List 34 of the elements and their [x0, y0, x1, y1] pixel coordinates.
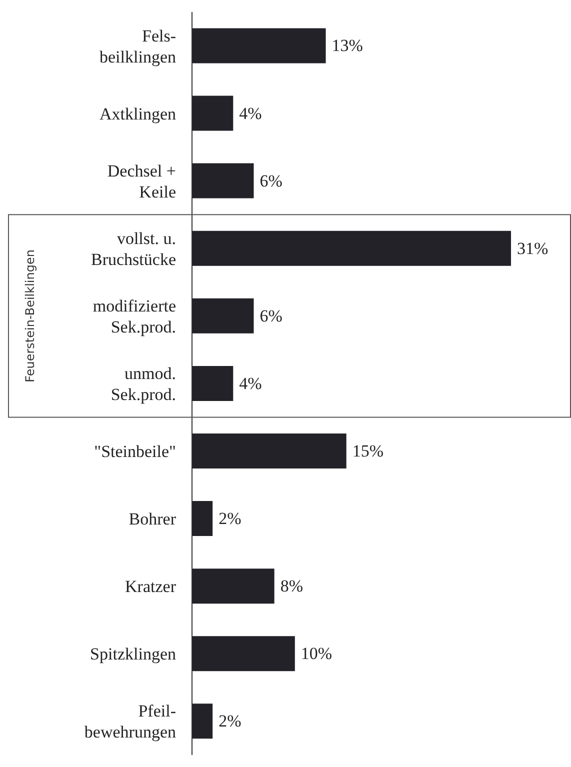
data-label: 2%	[218, 509, 242, 528]
y-tick-label: Fels- beilklingen	[100, 26, 176, 66]
y-tick-label: Axtklingen	[100, 104, 176, 123]
bar	[192, 28, 326, 64]
bar	[192, 298, 254, 334]
bar	[192, 163, 254, 198]
bar	[192, 366, 234, 401]
data-label: 2%	[218, 712, 242, 731]
data-label: 13%	[332, 36, 363, 56]
y-tick-label: Kratzer	[125, 576, 176, 596]
bar	[192, 636, 295, 672]
y-tick-label: Dechsel + Keile	[107, 160, 176, 201]
data-label: 4%	[239, 374, 262, 393]
y-tick-label: "Steinbeile"	[94, 442, 176, 461]
y-tick-label: vollst. u. Bruchstücke	[91, 228, 176, 268]
data-label: 6%	[260, 306, 282, 326]
bar	[192, 433, 346, 468]
data-label: 6%	[260, 171, 282, 190]
data-label: 10%	[300, 644, 332, 664]
bar	[192, 568, 274, 604]
data-label: 15%	[352, 441, 384, 460]
y-tick-label: modifizierte Sek.prod.	[92, 296, 176, 336]
y-tick-label: unmod. Sek.prod.	[110, 364, 176, 404]
bar	[192, 230, 511, 266]
text: Feuerstein-Beilklingen	[23, 250, 37, 382]
data-label: 4%	[239, 104, 262, 123]
y-tick-label: Pfeil- bewehrungen	[84, 701, 176, 742]
data-label: 8%	[280, 576, 303, 596]
data-label: 31%	[517, 238, 548, 258]
bar	[192, 704, 213, 739]
bar	[192, 501, 213, 536]
bar	[192, 96, 234, 131]
y-tick-label: Spitzklingen	[90, 644, 176, 664]
y-tick-label: Bohrer	[128, 509, 176, 528]
